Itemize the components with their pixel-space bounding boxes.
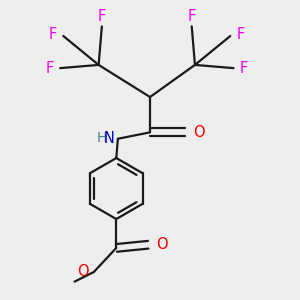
- Text: O: O: [156, 237, 168, 252]
- Text: H: H: [96, 131, 107, 145]
- Text: F: F: [188, 9, 196, 24]
- Text: F: F: [240, 61, 248, 76]
- Text: F: F: [98, 9, 106, 24]
- Text: O: O: [77, 264, 89, 279]
- Text: F: F: [237, 27, 245, 42]
- Text: F: F: [49, 27, 57, 42]
- Text: F: F: [45, 61, 54, 76]
- Text: O: O: [193, 125, 205, 140]
- Text: N: N: [103, 130, 114, 146]
